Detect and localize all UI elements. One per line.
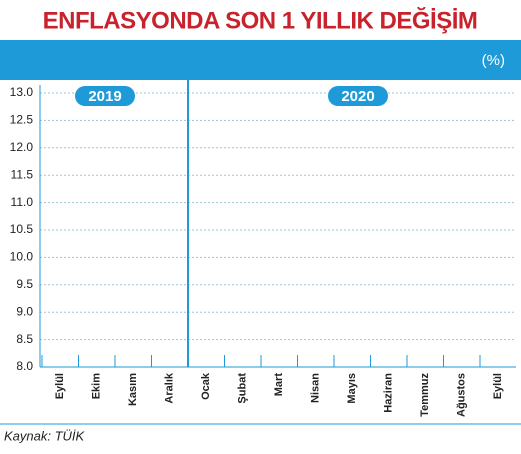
year-label: 2019 <box>88 88 121 105</box>
x-tick-label: Nisan <box>310 373 322 403</box>
x-tick-label: Haziran <box>383 373 395 413</box>
x-tick-label: Mayıs <box>346 373 358 404</box>
y-tick-label: 8.0 <box>16 359 33 373</box>
y-tick-label: 10.5 <box>10 222 34 236</box>
x-tick-label: Ocak <box>200 372 212 400</box>
chart-title: ENFLASYONDA SON 1 YILLIK DEĞİŞİM <box>43 6 478 34</box>
x-tick-label: Mart <box>273 373 285 397</box>
y-tick-label: 11.5 <box>11 167 34 181</box>
y-tick-label: 12.5 <box>10 113 34 127</box>
x-tick-label: Aralık <box>164 372 176 403</box>
y-tick-label: 13.0 <box>10 85 34 99</box>
x-tick-label: Ekim <box>91 373 103 400</box>
x-tick-label: Temmuz <box>419 373 431 417</box>
year-label: 2020 <box>341 88 374 105</box>
x-tick-label: Ağustos <box>456 373 468 417</box>
y-tick-label: 9.5 <box>16 277 33 291</box>
y-tick-label: 9.0 <box>16 304 33 318</box>
y-tick-label: 10.0 <box>10 250 34 264</box>
y-tick-label: 11.0 <box>11 195 34 209</box>
year-pill <box>328 86 388 106</box>
source: Kaynak: TÜİK <box>4 428 86 443</box>
y-tick-label: 12.0 <box>10 140 34 154</box>
x-tick-label: Şubat <box>237 373 249 404</box>
x-tick-label: Eylül <box>492 373 504 399</box>
x-tick-label: Kasım <box>127 373 139 406</box>
y-tick-label: 8.5 <box>16 332 33 346</box>
year-pill <box>75 86 135 106</box>
header-band <box>0 40 521 80</box>
x-tick-label: Eylül <box>54 373 66 399</box>
unit-label: (%) <box>482 52 505 69</box>
